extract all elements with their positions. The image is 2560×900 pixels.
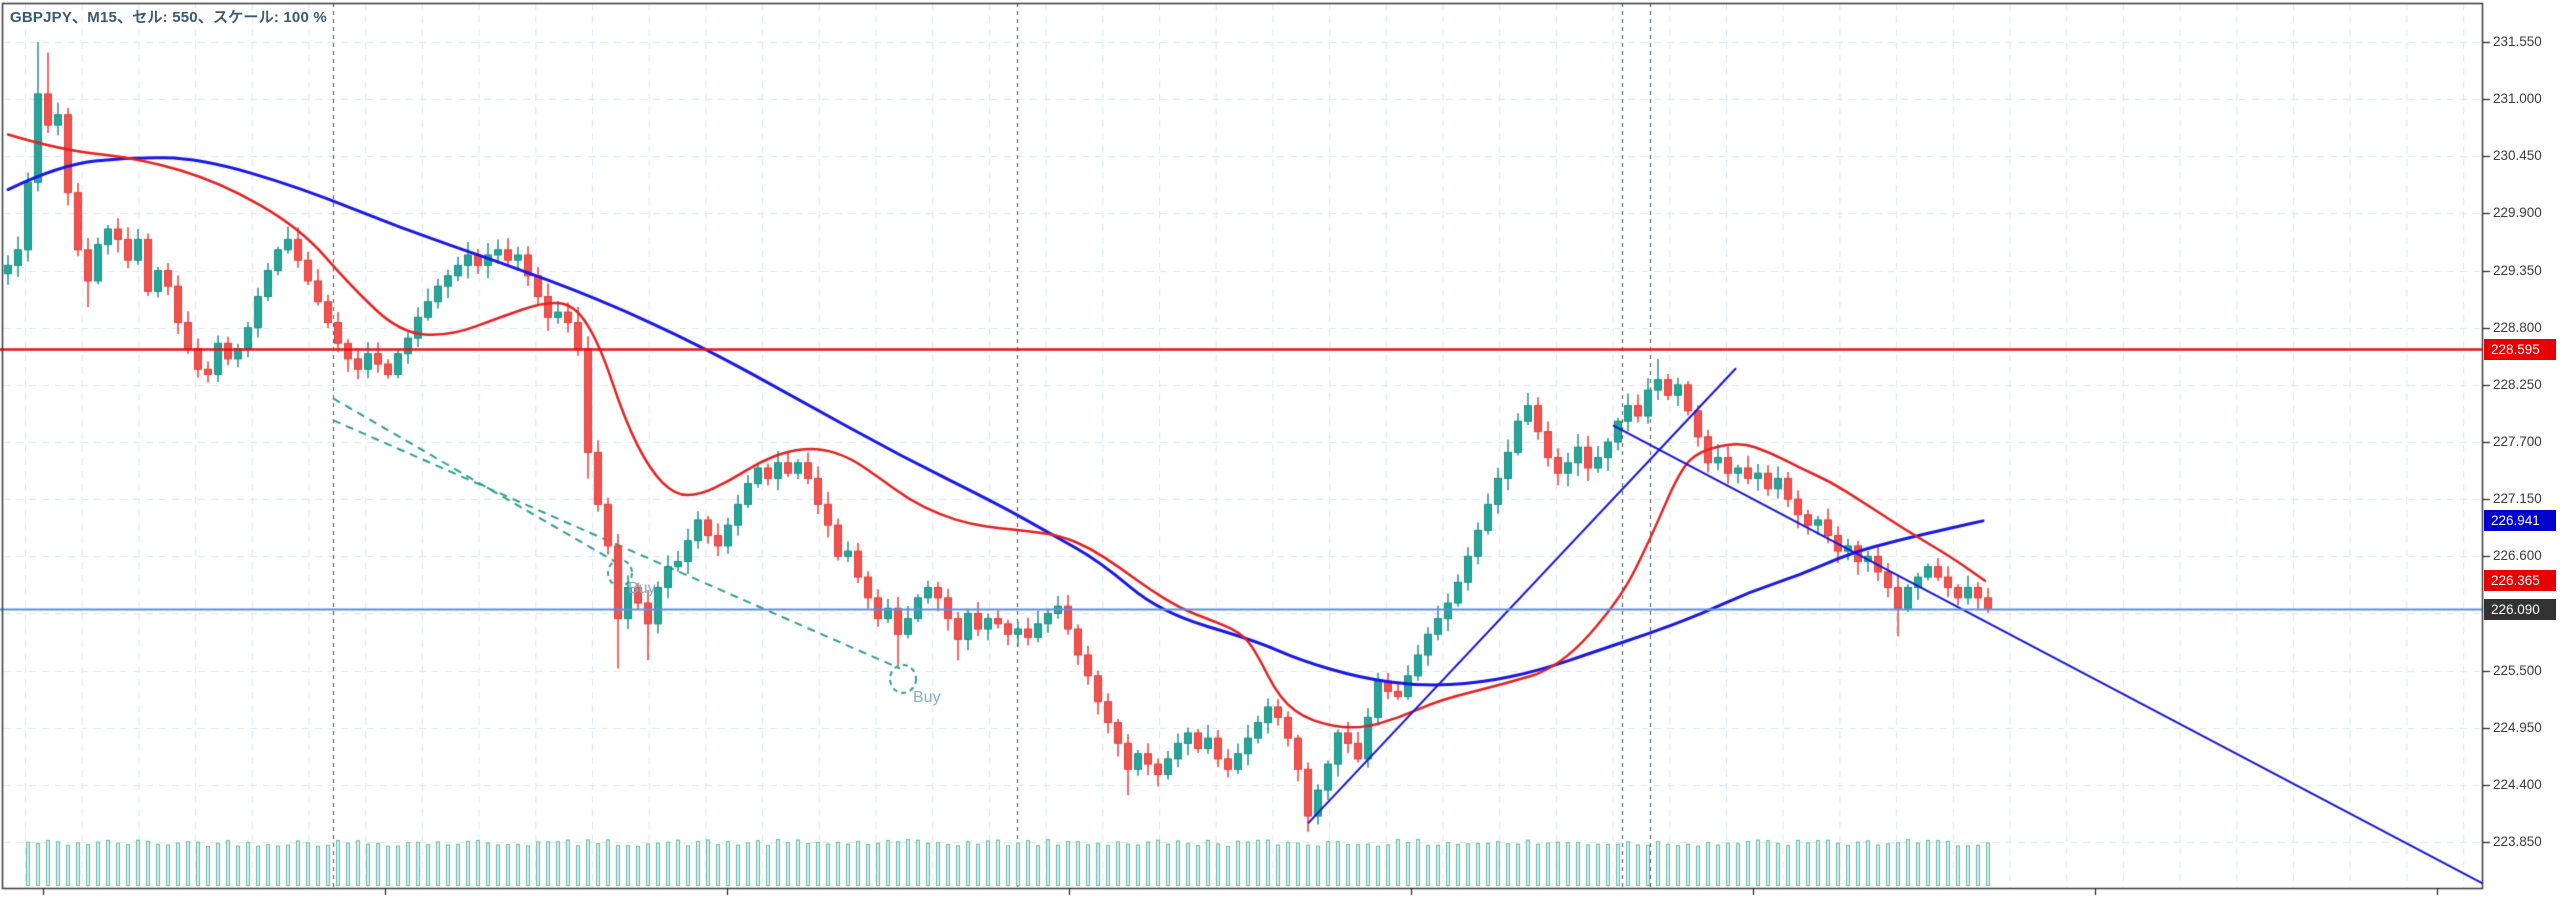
axis-price-label: 224.400 xyxy=(2493,776,2542,792)
axis-price-label: 227.700 xyxy=(2493,434,2542,449)
axis-price-label: 224.950 xyxy=(2493,719,2542,735)
axis-price-label: 223.850 xyxy=(2493,834,2542,850)
axis-price-label: 230.450 xyxy=(2493,148,2542,164)
axis-price-label: 226.600 xyxy=(2493,548,2542,564)
price-badge-bid-price: 226.090 xyxy=(2484,598,2556,620)
price-badge-ma-slow-price: 226.941 xyxy=(2484,510,2556,532)
axis-price-label: 229.900 xyxy=(2493,205,2542,221)
axis-price-label: 229.350 xyxy=(2493,262,2542,278)
axis-price-label: 231.550 xyxy=(2493,34,2542,49)
axis-price-label: 228.800 xyxy=(2493,319,2542,335)
buy-annotation[interactable]: Buy xyxy=(913,689,941,706)
axis-price-label: 231.000 xyxy=(2493,91,2542,107)
price-axis[interactable]: 231.550 231.000 230.450 229.900 229.350 228.8… xyxy=(2484,0,2560,900)
axis-price-label: 225.500 xyxy=(2493,662,2542,678)
axis-price-label: 227.150 xyxy=(2493,491,2542,507)
axis-price-label: 228.250 xyxy=(2493,376,2542,392)
buy-annotation[interactable]: Buy xyxy=(628,580,656,597)
price-badge-ma-fast-price: 226.365 xyxy=(2484,570,2556,592)
chart-title: GBPJPY、M15、セル: 550、スケール: 100 % xyxy=(10,9,327,26)
price-badge-resistance-line-price: 228.595 xyxy=(2484,338,2556,360)
